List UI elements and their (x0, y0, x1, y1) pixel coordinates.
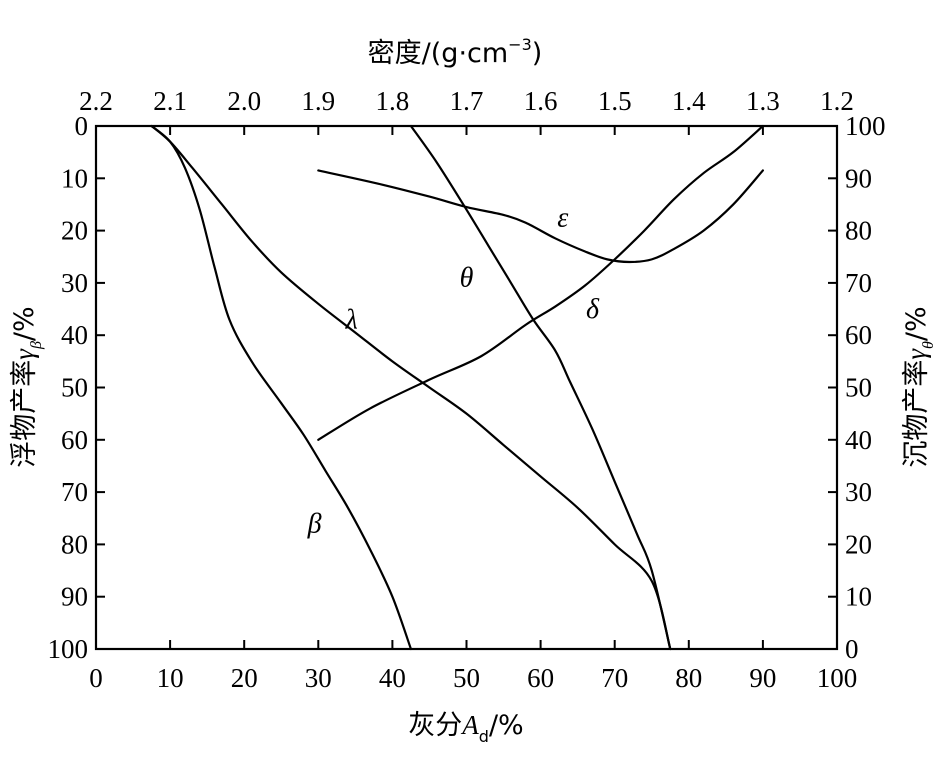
curve-lambda (150, 124, 672, 651)
bottom-tick-label: 10 (157, 663, 184, 693)
curve-label-theta: θ (460, 263, 474, 294)
curve-beta (150, 124, 413, 651)
left-tick-label: 50 (61, 373, 88, 403)
right-tick-label: 70 (845, 268, 872, 298)
bottom-tick-label: 60 (527, 663, 554, 693)
top-tick-label: 2.0 (227, 86, 261, 116)
top-tick-label: 1.8 (376, 86, 410, 116)
curve-epsilon (317, 169, 764, 264)
right-tick-label: 40 (845, 425, 872, 455)
top-tick-label: 1.6 (524, 86, 558, 116)
curve-theta (409, 124, 672, 651)
bottom-axis-title: 灰分Ad/% (408, 710, 523, 746)
bottom-tick-label: 20 (231, 663, 258, 693)
right-tick-label: 60 (845, 320, 872, 350)
left-tick-label: 30 (61, 268, 88, 298)
bottom-tick-label: 0 (89, 663, 103, 693)
left-tick-label: 20 (61, 216, 88, 246)
left-tick-label: 90 (61, 582, 88, 612)
top-tick-label: 1.9 (301, 86, 335, 116)
right-tick-label: 50 (845, 373, 872, 403)
bottom-tick-label: 70 (601, 663, 628, 693)
curve-delta (317, 124, 764, 441)
right-tick-label: 80 (845, 216, 872, 246)
ticks-layer (95, 125, 838, 650)
top-tick-label: 2.2 (79, 86, 113, 116)
left-tick-label: 100 (48, 634, 89, 664)
left-tick-label: 60 (61, 425, 88, 455)
right-tick-label: 100 (845, 111, 886, 141)
left-tick-label: 0 (75, 111, 89, 141)
bottom-tick-label: 50 (453, 663, 480, 693)
top-tick-label: 1.2 (820, 86, 854, 116)
left-tick-label: 80 (61, 529, 88, 559)
top-axis-title: 密度/(g·cm−3) (368, 35, 543, 69)
top-tick-label: 1.3 (746, 86, 780, 116)
left-tick-label: 10 (61, 163, 88, 193)
bottom-tick-label: 40 (379, 663, 406, 693)
left-axis-title: 浮物产率γβ/% (9, 306, 45, 467)
left-tick-label: 70 (61, 477, 88, 507)
left-tick-label: 40 (61, 320, 88, 350)
right-tick-label: 10 (845, 582, 872, 612)
plot-frame (94, 124, 839, 651)
right-axis-title: 沉物产率γθ/% (901, 306, 937, 467)
curve-label-beta: β (307, 508, 322, 539)
bottom-tick-label: 80 (675, 663, 702, 693)
right-tick-label: 0 (845, 634, 859, 664)
curves-layer (150, 124, 764, 651)
curve-label-lambda: λ (345, 305, 358, 336)
bottom-tick-label: 90 (749, 663, 776, 693)
curve-label-epsilon: ε (557, 203, 568, 234)
top-tick-label: 1.5 (598, 86, 632, 116)
right-tick-label: 20 (845, 529, 872, 559)
curve-labels-layer: β λ θ δ ε (307, 203, 600, 540)
curve-label-delta: δ (586, 294, 600, 325)
right-tick-label: 30 (845, 477, 872, 507)
bottom-tick-label: 100 (817, 663, 858, 693)
right-tick-label: 90 (845, 163, 872, 193)
top-tick-label: 1.7 (450, 86, 484, 116)
bottom-tick-label: 30 (305, 663, 332, 693)
top-tick-label: 2.1 (153, 86, 187, 116)
top-tick-label: 1.4 (672, 86, 706, 116)
